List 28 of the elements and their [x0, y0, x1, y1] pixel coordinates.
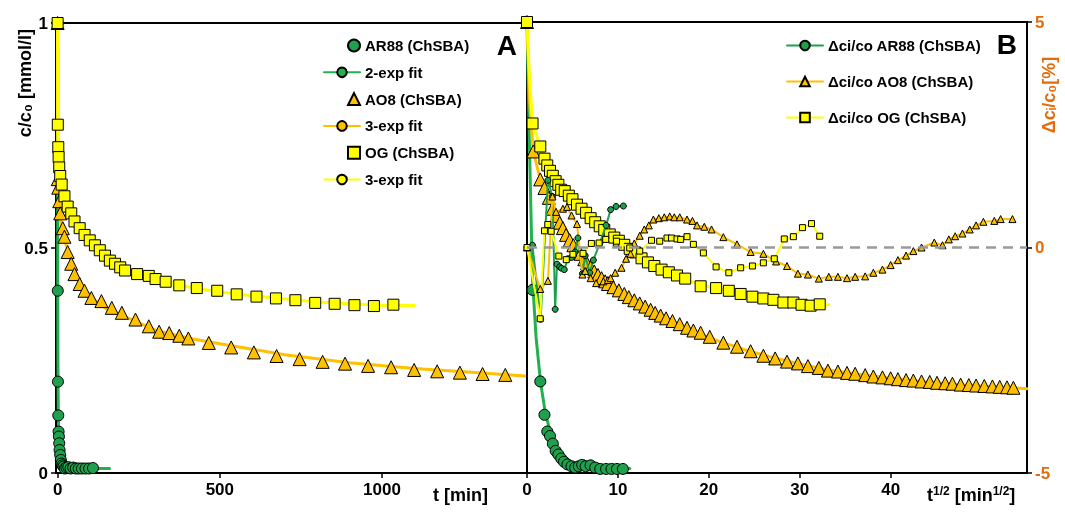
y2-tick-label: 5	[1035, 12, 1045, 32]
legend-label: AR88 (ChSBA)	[365, 37, 470, 54]
legend-label: 2-exp fit	[365, 63, 423, 81]
legend-label: OG (ChSBA)	[365, 144, 455, 162]
x-tick-label: 40	[881, 480, 901, 499]
x-tick-label: 1000	[363, 480, 401, 499]
legend-label: Δci/co AO8 (ChSBA)	[828, 73, 974, 90]
legend-label: 3-exp fit	[365, 117, 423, 135]
y2-tick-label: -5	[1035, 463, 1051, 483]
y-tick-label: 0	[38, 463, 48, 483]
x-tick-label: 10	[608, 480, 628, 499]
legend-label: Δci/co AR88 (ChSBA)	[828, 37, 981, 54]
annotation: B	[996, 28, 1018, 60]
legend-label: AO8 (ChSBA)	[365, 90, 462, 108]
x-tick-label: 0	[52, 480, 63, 499]
y-tick-label: 1	[38, 13, 48, 33]
x-axis-title: t [min]	[433, 485, 488, 505]
x-tick-label: 0	[522, 480, 532, 499]
x-tick-label: 500	[205, 480, 235, 499]
y2-tick-label: 0	[1035, 238, 1045, 257]
annotation: A	[496, 29, 518, 61]
x-tick-label: 30	[790, 480, 810, 499]
x-tick-label: 20	[699, 480, 719, 499]
legend-label: Δci/co OG (ChSBA)	[828, 109, 967, 126]
y-tick-label: 0.5	[24, 238, 48, 258]
legend-label: 3-exp fit	[365, 171, 423, 188]
y2-axis-title: Δcᵢ/c₀[%]	[1039, 56, 1059, 134]
y-axis-title: c/c₀ [mmol/l]	[15, 29, 35, 138]
